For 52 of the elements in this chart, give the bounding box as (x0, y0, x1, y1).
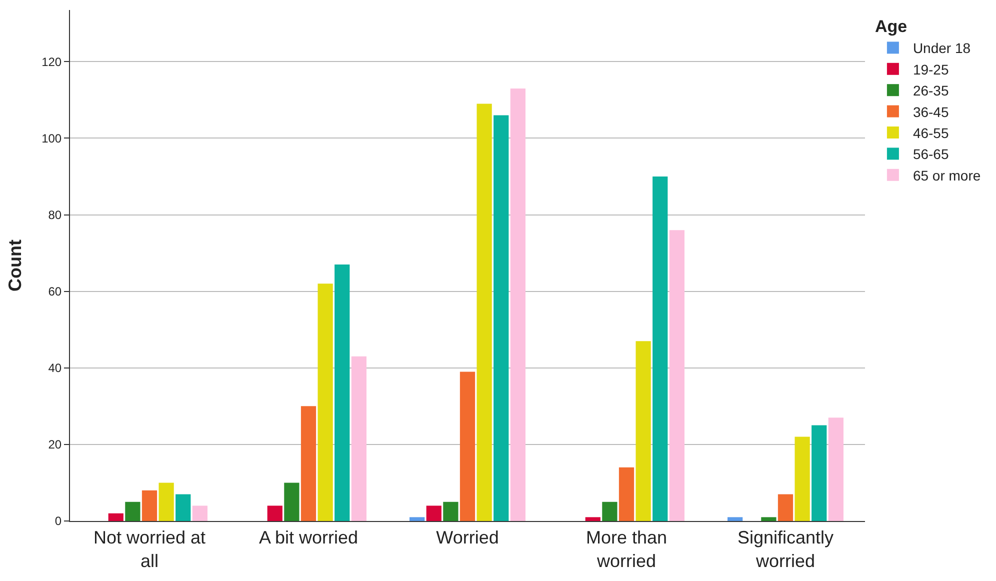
x-tick-label: Significantly worried (737, 528, 834, 571)
bar (300, 406, 316, 521)
bar (426, 506, 442, 521)
legend-label: Under 18 (912, 40, 971, 56)
bar (602, 502, 618, 521)
legend-label: 19-25 (912, 61, 949, 78)
bar (318, 284, 333, 521)
bar (351, 356, 366, 521)
bar (828, 418, 844, 521)
bar (652, 176, 668, 521)
x-tick-label: More than worried (586, 528, 668, 571)
legend-label: 65 or more (912, 167, 981, 184)
bar (728, 517, 743, 521)
bar (443, 502, 458, 521)
bar (618, 467, 634, 521)
legend-label: 56-65 (912, 146, 949, 162)
bar (636, 341, 651, 521)
bar (192, 506, 208, 521)
bar (494, 115, 509, 521)
bar (125, 502, 140, 521)
y-tick-label: 100 (42, 131, 62, 146)
bar (410, 517, 425, 521)
y-tick-label: 80 (48, 208, 62, 222)
y-axis-title: Count (4, 240, 25, 292)
bar (778, 494, 794, 521)
x-tick-label: Not worried at all (93, 528, 206, 571)
x-tick-label: A bit worried (258, 528, 358, 548)
x-tick-label: Worried (436, 528, 499, 548)
legend-title: Age (874, 17, 908, 36)
bar (176, 494, 191, 521)
bar (585, 517, 600, 521)
bar (334, 264, 350, 521)
bar (510, 88, 526, 521)
bar (812, 425, 827, 521)
y-tick-label: 0 (54, 514, 62, 528)
bar (267, 506, 282, 521)
bar (142, 490, 158, 521)
y-tick-label: 60 (48, 284, 62, 299)
bar (476, 104, 492, 521)
legend-label: 26-35 (912, 82, 949, 99)
y-tick-label: 40 (48, 361, 62, 376)
bar (794, 436, 810, 521)
bar (284, 482, 300, 521)
y-tick-label: 120 (42, 54, 62, 69)
bar (669, 230, 684, 521)
bar (108, 513, 124, 521)
y-tick-label: 20 (48, 438, 62, 452)
bar (761, 517, 776, 521)
bar (158, 482, 174, 521)
legend-label: 36-45 (912, 104, 949, 120)
legend-label: 46-55 (912, 124, 949, 141)
bar (460, 372, 476, 521)
